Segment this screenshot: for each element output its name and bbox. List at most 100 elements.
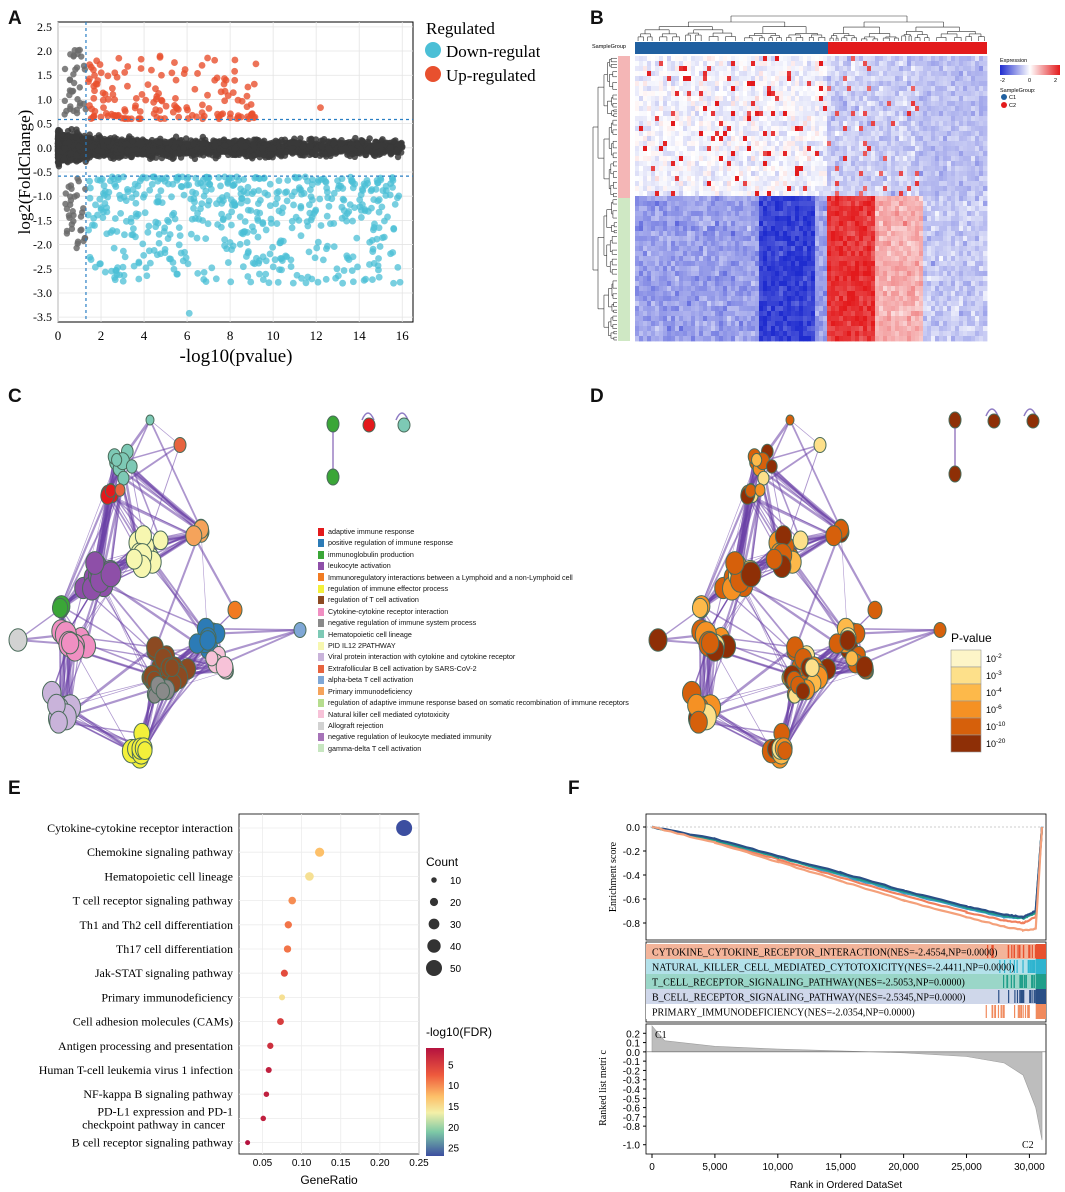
heatmap-cell [795, 81, 800, 87]
volcano-point-up [152, 106, 160, 114]
heatmap-cell [947, 91, 952, 97]
volcano-point-ns [117, 145, 125, 153]
volcano-point-down [317, 222, 325, 229]
volcano-ytick: 2.5 [37, 20, 52, 34]
heatmap-cell [803, 111, 808, 117]
volcano-point-down [146, 186, 154, 194]
heatmap-cell [887, 91, 892, 97]
heatmap-cell [959, 101, 964, 107]
heatmap-cell [775, 76, 780, 82]
volcano-point-down [189, 188, 196, 196]
heatmap-cell [883, 96, 888, 102]
heatmap-cell [751, 116, 756, 122]
heatmap-cell [711, 56, 716, 62]
heatmap-cell [919, 66, 924, 72]
heatmap-cell [883, 56, 888, 62]
heatmap-cell [667, 116, 672, 122]
heatmap-cell [983, 56, 988, 62]
heatmap-cell [727, 81, 732, 87]
heatmap-cell [783, 96, 788, 102]
heatmap-cell [711, 91, 716, 97]
volcano-point-down [348, 176, 356, 184]
volcano-plot: 0 2 4 6 8 10 12 14 16-3.5-3.0-2.5-2.0-1.5-1.0-0.… [15, 19, 540, 367]
heatmap-cell [707, 86, 712, 92]
volcano-point-up [199, 101, 206, 109]
volcano-point-down [395, 192, 403, 200]
volcano-point-down [198, 200, 206, 207]
volcano-point-ns [74, 238, 82, 245]
volcano-point-down [375, 255, 382, 262]
heatmap-cell [879, 66, 884, 72]
volcano-point-up [144, 81, 152, 89]
volcano-point-up [109, 91, 117, 98]
heatmap-cell [983, 86, 988, 92]
heatmap-cell [675, 66, 680, 72]
volcano-point-down [338, 203, 346, 211]
volcano-point-down [377, 176, 385, 184]
heatmap-cell [951, 56, 956, 62]
volcano-point-ns [99, 137, 106, 144]
heatmap-cell [715, 76, 720, 82]
heatmap-cell [907, 76, 912, 82]
heatmap-cell [855, 101, 860, 107]
heatmap-cell [651, 101, 656, 107]
volcano-point-down [371, 220, 378, 228]
heatmap-cell [635, 106, 640, 112]
volcano-point-down [86, 184, 94, 192]
heatmap-cell [803, 56, 808, 62]
volcano-point-down [185, 181, 193, 189]
heatmap-cell [799, 76, 804, 82]
heatmap-cell [671, 61, 676, 67]
volcano-xtick: 4 [141, 328, 148, 343]
volcano-xtick: 6 [184, 328, 191, 343]
volcano-point-down [155, 230, 163, 238]
volcano-point-ns [210, 137, 217, 144]
heatmap-cell [879, 76, 884, 82]
heatmap-cell [943, 56, 948, 62]
volcano-ytick: 2.0 [37, 44, 52, 58]
heatmap-cell [731, 81, 736, 87]
heatmap-cell [835, 101, 840, 107]
heatmap-cell [663, 56, 668, 62]
heatmap-cell [695, 61, 700, 67]
heatmap-cell [751, 76, 756, 82]
heatmap-cell [731, 76, 736, 82]
heatmap-cell [667, 56, 672, 62]
volcano-point-down [120, 193, 128, 201]
heatmap-cell [843, 81, 848, 87]
volcano-point-down [132, 199, 140, 207]
volcano-point-ns [67, 103, 74, 110]
heatmap-cell [807, 91, 812, 97]
heatmap-cell [811, 86, 816, 92]
heatmap-cell [711, 111, 716, 117]
volcano-point-down [361, 182, 369, 189]
volcano-point-up [158, 71, 165, 79]
row-group-green [618, 198, 630, 341]
volcano-xtick: 8 [227, 328, 234, 343]
volcano-point-ns [62, 190, 69, 197]
volcano-point-down [308, 181, 316, 188]
volcano-point-down [330, 243, 338, 251]
volcano-point-up [231, 76, 239, 84]
heatmap-cell [867, 86, 872, 92]
volcano-xtick: 2 [98, 328, 105, 343]
volcano-point-down [244, 206, 252, 214]
heatmap-cell [867, 106, 872, 112]
volcano-point-up [104, 95, 112, 103]
heatmap-cell [711, 66, 716, 72]
sample-group-c1-bar [635, 42, 828, 54]
heatmap-cell [687, 66, 692, 72]
heatmap-cell [955, 71, 960, 77]
heatmap-cell [871, 106, 876, 112]
volcano-point-up [317, 104, 324, 112]
heatmap-cell [775, 86, 780, 92]
heatmap-cell [723, 76, 728, 82]
heatmap-cell [911, 71, 916, 77]
heatmap-cell [739, 116, 744, 122]
heatmap-cell [663, 96, 668, 102]
heatmap-cell [931, 111, 936, 117]
volcano-point-up [175, 113, 183, 121]
heatmap-cell [943, 101, 948, 107]
volcano-point-up [200, 112, 208, 120]
heatmap-cell [923, 61, 928, 67]
